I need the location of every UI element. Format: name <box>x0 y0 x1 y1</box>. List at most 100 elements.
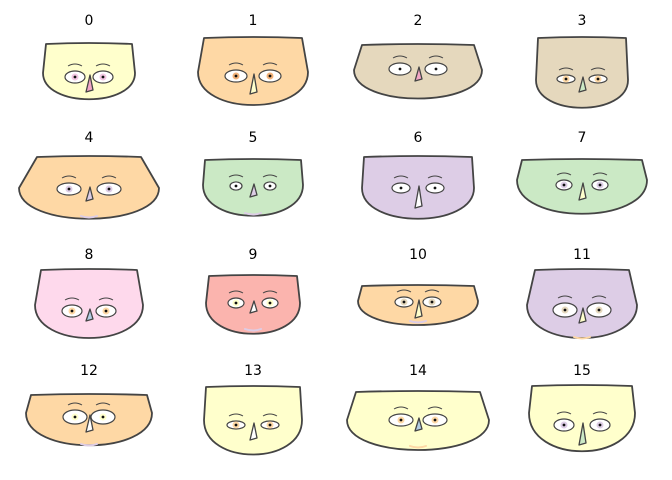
eyebrow-left <box>61 175 77 179</box>
eyebrow-right <box>591 295 607 299</box>
nose-5 <box>249 183 258 198</box>
face-label-4: 4 <box>85 130 94 146</box>
nose-4 <box>85 186 94 202</box>
mouth-11 <box>573 336 591 340</box>
nose-14 <box>414 417 423 432</box>
pupil-right <box>268 423 272 427</box>
face-13: 13 <box>203 363 303 456</box>
eyebrow-left <box>228 62 244 66</box>
pupil-right <box>434 67 438 71</box>
face-10: 10 <box>357 247 479 326</box>
mouth-5 <box>244 212 262 216</box>
eyebrow-right <box>262 174 278 178</box>
eyebrow-left <box>556 411 572 415</box>
nose-3 <box>578 76 587 93</box>
head-4 <box>18 155 160 220</box>
pupil-right <box>433 418 437 422</box>
face-9: 9 <box>205 247 301 335</box>
nose-12 <box>85 414 94 433</box>
eyebrow-left <box>393 406 409 410</box>
eyebrow-left <box>67 63 83 67</box>
pupil-right <box>268 184 272 188</box>
face-11: 11 <box>526 247 638 340</box>
eyebrow-left <box>228 413 244 417</box>
pupil-left <box>73 75 77 79</box>
face-label-14: 14 <box>409 363 427 379</box>
eyebrow-left <box>558 67 574 71</box>
pupil-left <box>563 308 567 312</box>
face-label-15: 15 <box>573 363 591 379</box>
head-13 <box>203 385 303 456</box>
face-0: 0 <box>42 13 136 100</box>
eyebrow-right <box>427 175 443 179</box>
eyebrow-right <box>95 402 111 406</box>
eyebrow-right <box>262 62 278 66</box>
nose-11 <box>578 307 587 324</box>
eyebrow-left <box>556 172 572 176</box>
pupil-right <box>598 423 602 427</box>
nose-6 <box>414 185 423 209</box>
mouth-14 <box>409 445 427 449</box>
pupil-right <box>268 74 272 78</box>
pupil-right <box>107 187 111 191</box>
face-12: 12 <box>25 363 153 447</box>
nose-13 <box>249 422 258 441</box>
pupil-left <box>234 74 238 78</box>
face-8: 8 <box>34 247 144 339</box>
pupil-right <box>598 183 602 187</box>
head-11 <box>526 268 638 339</box>
nose-10 <box>414 299 423 319</box>
eyebrow-right <box>427 406 443 410</box>
pupil-right <box>597 308 601 312</box>
head-3 <box>535 36 629 109</box>
pupil-left <box>67 187 71 191</box>
nose-0 <box>85 74 94 93</box>
eyebrow-left <box>67 402 83 406</box>
face-label-6: 6 <box>414 130 423 146</box>
mouth-4 <box>80 215 98 219</box>
eyebrow-right <box>98 297 114 301</box>
eyebrow-right <box>592 172 608 176</box>
eyebrow-right <box>592 411 608 415</box>
face-label-3: 3 <box>578 13 587 29</box>
face-label-0: 0 <box>85 13 94 29</box>
pupil-left <box>564 77 568 81</box>
head-15 <box>528 384 636 452</box>
pupil-right <box>104 309 108 313</box>
eyebrow-left <box>228 174 244 178</box>
pupil-right <box>430 300 434 304</box>
face-label-10: 10 <box>409 247 427 263</box>
pupil-left <box>399 418 403 422</box>
pupil-left <box>399 186 403 190</box>
nose-15 <box>578 422 587 446</box>
face-label-5: 5 <box>249 130 258 146</box>
face-label-8: 8 <box>85 247 94 263</box>
nose-1 <box>249 73 258 95</box>
pupil-right <box>596 77 600 81</box>
eyebrow-right <box>428 55 444 59</box>
face-label-11: 11 <box>573 247 591 263</box>
eyebrow-left <box>393 175 409 179</box>
face-6: 6 <box>361 130 475 220</box>
pupil-left <box>234 301 238 305</box>
face-1: 1 <box>197 13 309 106</box>
face-label-13: 13 <box>244 363 262 379</box>
pupil-right <box>268 301 272 305</box>
pupil-left <box>73 415 77 419</box>
pupil-left <box>402 300 406 304</box>
pupil-left <box>398 67 402 71</box>
eyebrow-right <box>590 67 606 71</box>
face-label-9: 9 <box>249 247 258 263</box>
pupil-left <box>234 423 238 427</box>
face-label-7: 7 <box>578 130 587 146</box>
eyebrow-left <box>228 290 244 294</box>
nose-9 <box>249 300 258 314</box>
eyebrow-left <box>557 295 573 299</box>
face-5: 5 <box>202 130 304 217</box>
mouth-10 <box>409 320 427 324</box>
pupil-right <box>101 415 105 419</box>
eyebrow-right <box>424 289 440 293</box>
nose-8 <box>85 308 94 322</box>
